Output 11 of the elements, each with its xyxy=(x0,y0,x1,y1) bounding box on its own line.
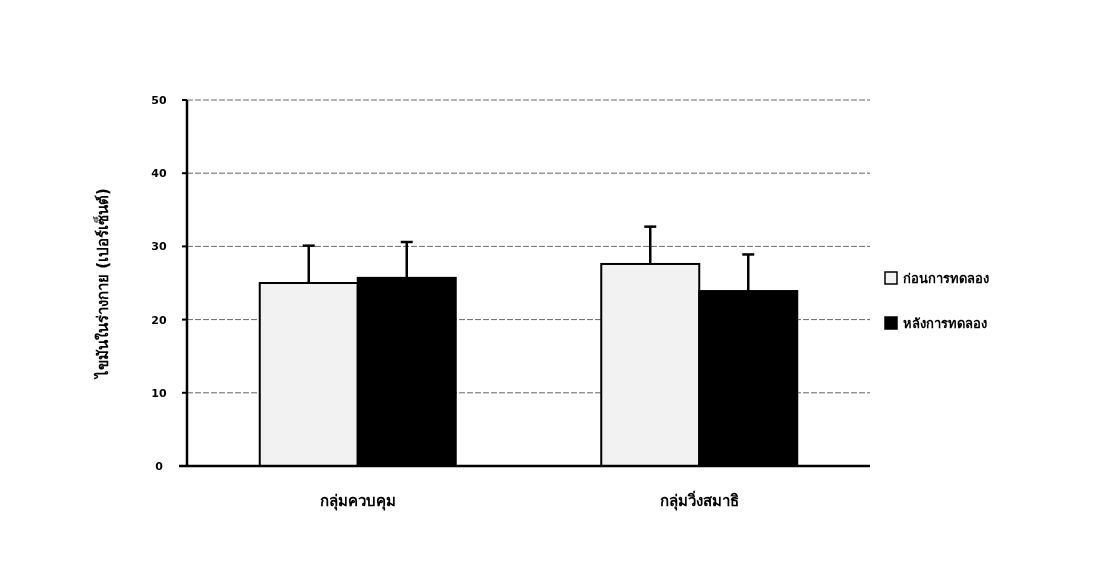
legend-label: ก่อนการทดลอง xyxy=(903,271,989,286)
x-tick-label: กลุ่มควบคุม xyxy=(319,492,396,511)
x-tick-label: กลุ่มวิ่งสมาธิ xyxy=(659,490,739,511)
y-tick-label: 40 xyxy=(151,167,167,181)
legend-label: หลังการทดลอง xyxy=(903,316,987,331)
y-tick-label: 10 xyxy=(151,386,167,400)
y-tick-label: 30 xyxy=(151,240,167,254)
y-tick-label: 50 xyxy=(151,94,167,107)
y-axis-title: ไขมันในร่างกาย (เปอร์เซ็นต์) xyxy=(93,188,112,380)
y-tick-label: 20 xyxy=(151,313,167,327)
y-tick-label: 0 xyxy=(155,460,164,473)
